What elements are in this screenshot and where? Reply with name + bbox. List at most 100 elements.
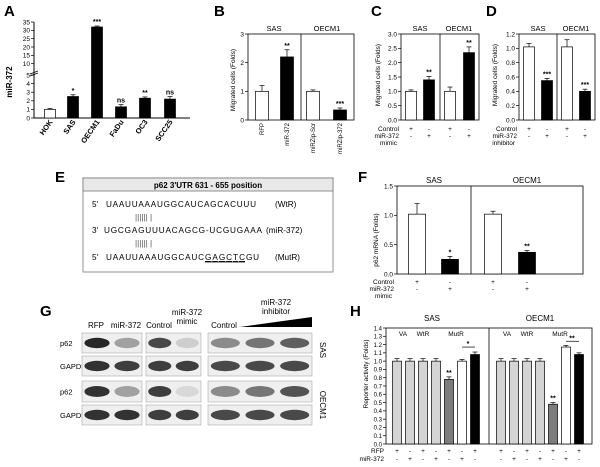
treatment-sign-0-2: + — [491, 279, 495, 286]
y-tick-label-5: 2.5 — [388, 46, 397, 53]
blot-band-3-0-0 — [84, 409, 110, 421]
blot-band-3-2-2 — [280, 409, 310, 421]
blot-band-3-1-0 — [148, 409, 172, 421]
panel-e: E p62 3'UTR 631 - 655 position 5' UAAUUA… — [55, 169, 334, 273]
y-tick-label-3: 1.5 — [388, 74, 397, 81]
y-tick-label-8: 20 — [23, 44, 31, 51]
treatment-sign-0-3: - — [468, 126, 470, 133]
blot-band-3-2-0 — [210, 409, 240, 421]
y-tick-label-13: 1.3 — [374, 335, 383, 341]
seq-mir-prefix: 3' — [92, 226, 99, 235]
significance-brackets-h: ******* — [446, 335, 579, 403]
sig-h-oecm1-wtr: ** — [550, 396, 556, 403]
blot-row-label-3: GAPDH — [60, 411, 87, 420]
treatment-table-f: Control + - + -miR-372- + - +mimic — [369, 279, 529, 300]
subgroup-labels-h: VA WtR MutR VA WtR MutR — [399, 331, 568, 338]
bars-d: *** *** — [523, 39, 591, 121]
blot-row-label-1: GAPDH — [60, 362, 87, 371]
bar-12 — [561, 346, 571, 445]
bar-2 — [561, 46, 573, 121]
y-tick-label-8: 0.8 — [374, 376, 383, 382]
treatment-sign-0-1: - — [449, 279, 451, 286]
inhibitor-line-1: inhibitor — [262, 307, 290, 316]
y-tick-label-2: 1.0 — [388, 89, 397, 96]
blot-row-label-0: p62 — [60, 339, 73, 348]
bar-5 — [457, 360, 467, 445]
panel-letter-a: A — [4, 3, 15, 20]
y-tick-label-4: 2.0 — [388, 60, 397, 67]
y-tick-label-3: 1.5 — [384, 183, 393, 190]
significance-1: * — [449, 249, 452, 256]
bar-1 — [541, 80, 553, 121]
treatment-table-h: RFP + - + - + - + + - + - + - +miR-372- + - + - + - - + - + - + - — [359, 448, 581, 463]
blot-cell-sas: SAS — [318, 342, 327, 358]
blot-band-3-0-1 — [114, 409, 140, 421]
panel-letter-f: F — [358, 169, 367, 186]
treatment-sign-0-3: - — [584, 126, 586, 133]
bar-10 — [535, 360, 545, 445]
y-tick-label-3: 0.6 — [506, 74, 515, 81]
blot-band-0-2-0 — [210, 337, 240, 349]
y-tick-label-2: 2 — [26, 98, 30, 105]
y-tick-label-1: 1 — [26, 107, 30, 114]
x-label-5: SCC25 — [153, 118, 174, 143]
y-ticks-c: 0.0 0.5 1.0 1.5 2.0 2.5 3.0 — [388, 31, 401, 124]
y-tick-label-0: 0 — [26, 115, 30, 122]
treatment-sign-1-1: + — [427, 133, 431, 140]
treatment-sign-0-4: + — [447, 448, 451, 455]
y-tick-label-12: 1.2 — [374, 343, 383, 349]
treatment-sign-1-1: + — [545, 133, 549, 140]
y-tick-label-1: 1 — [240, 89, 244, 96]
treatment-sign-0-3: - — [435, 448, 437, 455]
treatment-sign-0-9: + — [525, 448, 529, 455]
treatment-sign-1-12: + — [564, 456, 568, 463]
treatment-sign-1-1: + — [408, 456, 412, 463]
treatment-table-d: Control + - + -miR-372- + - +inhibitor — [492, 126, 587, 147]
group-label-f-oecm1: OECM1 — [513, 176, 542, 185]
bar-2 — [91, 26, 103, 119]
panel-letter-d: D — [486, 3, 497, 20]
bar-11 — [548, 403, 558, 445]
treatment-sign-0-0: + — [395, 448, 399, 455]
bar-2 — [444, 90, 456, 121]
bar-0 — [255, 90, 269, 121]
treatment-sign-0-7: + — [499, 448, 503, 455]
treatment-sign-0-3: - — [526, 279, 528, 286]
subgroup-0-2: MutR — [448, 331, 464, 338]
blot-band-3-2-1 — [245, 409, 275, 421]
bar-3 — [431, 360, 441, 445]
blot-band-2-2-0 — [210, 386, 240, 397]
significance-1: *** — [543, 71, 551, 78]
panel-d: D Migrated cells (Folds) SAS OECM1 0.00.… — [486, 3, 596, 147]
y-tick-label-6: 0.6 — [374, 393, 383, 399]
bar-0 — [405, 90, 417, 121]
treatment-sign-1-2: - — [449, 133, 451, 140]
x-label-2: OECM1 — [79, 118, 102, 145]
seq-mir-tag: (miR-372) — [266, 226, 303, 235]
significance-1: * — [72, 88, 75, 95]
treatment-sign-0-0: + — [415, 279, 419, 286]
y-tick-label-4: 0.8 — [506, 60, 515, 67]
bar-7 — [496, 360, 506, 445]
y-tick-label-9: 0.9 — [374, 368, 383, 374]
x-label-3: miRZip-372 — [338, 122, 344, 154]
bars-f: *** — [408, 203, 536, 275]
blot-band-0-1-1 — [175, 337, 199, 349]
treatment-sign-1-9: - — [526, 456, 528, 463]
y-tick-label-2: 2 — [240, 60, 244, 67]
bar-3 — [579, 90, 591, 121]
significance-3: ns — [117, 98, 125, 105]
treatment-label-0: Control — [496, 126, 518, 133]
bar-2 — [418, 360, 428, 445]
bar-1 — [441, 258, 459, 275]
y-tick-label-7: 15 — [23, 53, 31, 60]
seq-mutr-prefix: 5' — [92, 253, 99, 262]
y-ticks-f: 0.0 0.5 1.0 1.5 — [384, 183, 397, 278]
x-labels-a: HOK SAS OECM1 FaDu OC3 SCC25 — [38, 118, 175, 145]
bars-a: ****ns** ns — [44, 19, 176, 119]
y-tick-label-10: 30 — [23, 28, 31, 35]
treatment-sign-1-3: + — [583, 133, 587, 140]
subgroup-1-1: WtR — [521, 331, 534, 338]
treatment-sign-1-0: - — [416, 286, 418, 293]
